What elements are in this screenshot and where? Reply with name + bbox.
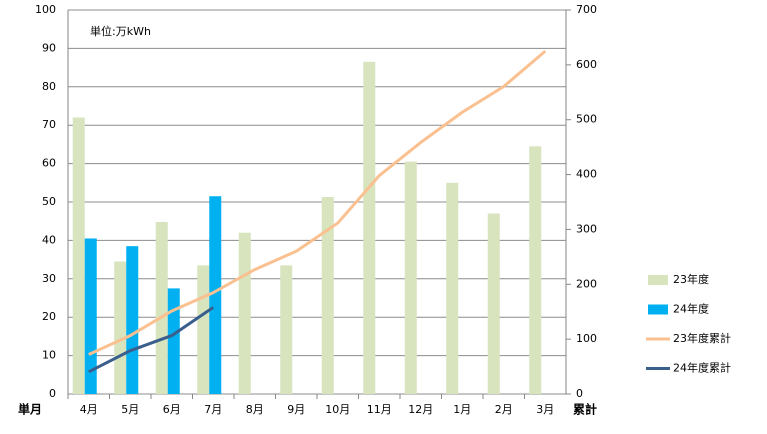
unit-label: 単位:万kWh [90,24,151,38]
y-tick-label: 40 [42,233,56,246]
x-tick-label: 1月 [453,403,471,416]
y-tick-label: 60 [42,157,56,170]
legend-label: 24年度累計 [673,361,731,375]
bar [321,197,334,394]
x-tick-label: 4月 [80,403,98,416]
x-tick-label: 12月 [408,403,433,416]
y-tick-label: 70 [42,118,56,131]
y-tick-label: 30 [42,272,56,285]
y-tick-label: 20 [42,310,56,323]
bar [280,265,293,394]
legend-label: 23年度 [673,272,709,286]
line [88,306,215,374]
y-tick-label: 10 [42,349,56,362]
y-tick-label: 80 [42,80,56,93]
bar [167,288,180,394]
y2-tick-label: 700 [576,3,597,16]
y2-tick-label: 100 [576,332,597,345]
bar [529,146,542,394]
bar [114,261,127,394]
y-tick-label: 0 [49,387,56,400]
x-tick-label: 9月 [287,403,305,416]
x-tick-label: 2月 [495,403,513,416]
line [88,49,547,356]
bar [197,265,210,394]
y2-axis-label: 累計 [573,402,597,417]
x-tick-label: 7月 [204,403,222,416]
x-tick-label: 8月 [246,403,264,416]
bar [209,196,222,394]
bar [487,213,500,394]
bar [446,182,459,394]
y2-tick-label: 600 [576,58,597,71]
x-tick-label: 11月 [367,403,392,416]
y2-tick-label: 300 [576,222,597,235]
x-tick-label: 3月 [536,403,554,416]
y-tick-label: 50 [42,195,56,208]
y-tick-label: 90 [42,41,56,54]
y2-tick-label: 0 [576,387,583,400]
y2-tick-label: 200 [576,277,597,290]
legend-swatch [648,304,668,315]
bar [155,221,168,394]
x-tick-label: 5月 [121,403,139,416]
y2-tick-label: 500 [576,113,597,126]
legend-label: 23年度累計 [673,331,731,345]
x-tick-label: 10月 [325,403,350,416]
x-tick-label: 6月 [163,403,181,416]
bar [72,117,85,395]
legend-label: 24年度 [673,302,709,316]
y2-tick-label: 400 [576,168,597,181]
bar [404,161,417,394]
bar [238,232,251,394]
bar [84,238,97,394]
legend-swatch [648,275,668,285]
y-tick-label: 100 [35,3,56,16]
bar [363,61,376,395]
bar [126,246,139,394]
y-axis-label: 単月 [18,402,42,417]
